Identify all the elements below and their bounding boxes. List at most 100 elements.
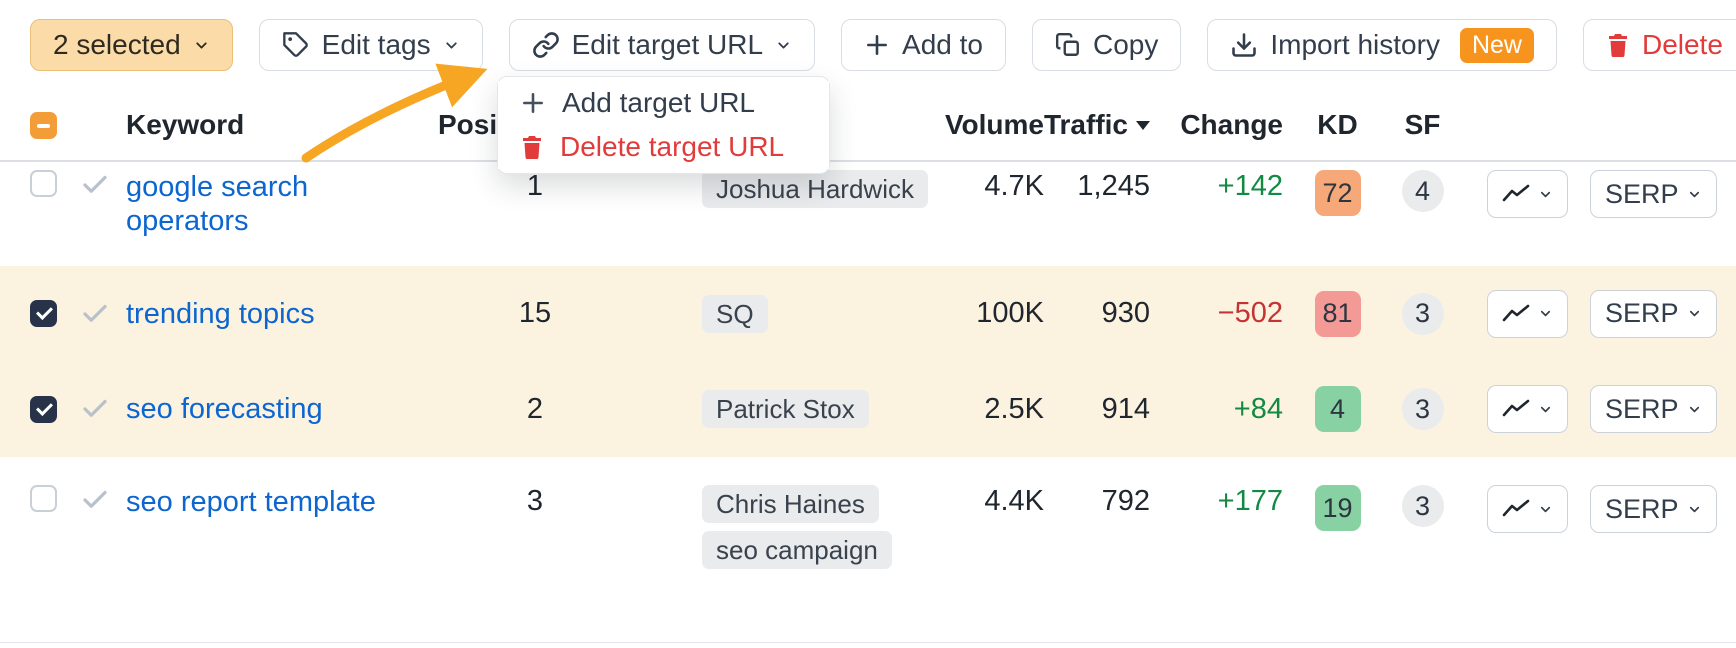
selected-count-button[interactable]: 2 selected <box>30 19 233 71</box>
tags-group: SQ <box>702 294 768 333</box>
table-header-row: Keyword Position Volume Traffic Change K… <box>0 90 1736 162</box>
serp-label: SERP <box>1605 393 1679 424</box>
check-icon <box>80 485 110 515</box>
traffic-value: 914 <box>1101 392 1150 425</box>
check-icon <box>80 170 110 200</box>
change-value: −502 <box>1217 297 1283 329</box>
position-value: 15 <box>518 297 552 329</box>
chevron-down-icon <box>1538 187 1553 202</box>
keyword-link[interactable]: trending topics <box>126 297 315 330</box>
sparkline-icon <box>1502 398 1530 420</box>
chevron-down-icon <box>1687 502 1702 517</box>
position-history-button[interactable] <box>1487 289 1568 338</box>
sparkline-icon <box>1502 498 1530 520</box>
select-all-checkbox[interactable] <box>30 111 57 139</box>
kd-column-header[interactable]: KD <box>1317 109 1358 140</box>
tag-pill: Joshua Hardwick <box>702 170 928 208</box>
row-checkbox[interactable] <box>30 170 57 197</box>
copy-button[interactable]: Copy <box>1031 19 1182 71</box>
change-value: +142 <box>1217 170 1283 202</box>
traffic-value: 792 <box>1101 485 1150 517</box>
chevron-down-icon <box>1687 187 1702 202</box>
chevron-down-icon <box>775 37 792 54</box>
chevron-down-icon <box>193 37 210 54</box>
position-value: 2 <box>526 392 544 425</box>
edit-target-url-button[interactable]: Edit target URL <box>508 19 816 71</box>
kd-badge: 4 <box>1314 386 1361 432</box>
serp-button[interactable]: SERP <box>1590 289 1717 338</box>
keywords-table: Keyword Position Volume Traffic Change K… <box>0 90 1736 643</box>
add-to-button[interactable]: Add to <box>841 19 1006 71</box>
position-value: 3 <box>526 485 544 517</box>
position-history-button[interactable] <box>1487 385 1568 433</box>
serp-button[interactable]: SERP <box>1590 385 1717 433</box>
traffic-value: 1,245 <box>1077 170 1150 202</box>
volume-column-header[interactable]: Volume <box>944 109 1044 140</box>
sparkline-icon <box>1502 303 1530 325</box>
bulk-actions-toolbar: 2 selected Edit tags Edit target URL <box>0 0 1736 90</box>
tags-group: Patrick Stox <box>702 390 869 428</box>
chevron-down-icon <box>1687 306 1702 321</box>
delete-target-url-label: Delete target URL <box>560 131 785 162</box>
copy-label: Copy <box>1092 29 1159 60</box>
import-history-button[interactable]: Import history New <box>1207 19 1557 71</box>
plus-icon <box>864 32 890 58</box>
tag-pill: Patrick Stox <box>702 390 869 428</box>
chevron-down-icon <box>1538 402 1553 417</box>
position-value: 1 <box>526 170 544 202</box>
edit-tags-label: Edit tags <box>321 29 431 60</box>
change-value: +84 <box>1233 392 1283 425</box>
sf-column-header[interactable]: SF <box>1404 109 1441 140</box>
menu-item-delete-target-url[interactable]: Delete target URL <box>498 125 829 169</box>
chevron-down-icon <box>443 37 460 54</box>
sf-badge: 3 <box>1401 485 1444 527</box>
menu-item-add-target-url[interactable]: Add target URL <box>498 81 829 125</box>
row-checkbox[interactable] <box>30 485 57 512</box>
tag-icon <box>282 31 310 59</box>
position-history-button[interactable] <box>1487 170 1568 218</box>
sf-badge: 3 <box>1401 388 1444 430</box>
table-row: seo forecasting 2 Patrick Stox 2.5K 914 … <box>0 361 1736 457</box>
traffic-column-header[interactable]: Traffic <box>1043 109 1128 140</box>
traffic-value: 930 <box>1101 297 1150 329</box>
table-row: trending topics 15 SQ 100K 930 −502 81 3 <box>0 266 1736 361</box>
volume-value: 4.7K <box>984 170 1044 202</box>
link-icon <box>532 31 560 59</box>
tag-pill: seo campaign <box>702 531 892 569</box>
chevron-down-icon <box>1538 502 1553 517</box>
row-checkbox[interactable] <box>30 395 57 423</box>
kd-badge: 19 <box>1314 485 1361 531</box>
tag-pill: Chris Haines <box>702 485 879 523</box>
keyword-column-header: Keyword <box>126 109 245 140</box>
kd-badge: 72 <box>1314 170 1361 216</box>
change-value: +177 <box>1217 485 1283 517</box>
serp-button[interactable]: SERP <box>1590 485 1717 533</box>
download-icon <box>1230 31 1258 59</box>
sf-badge: 4 <box>1401 170 1444 212</box>
keyword-link[interactable]: google search operators <box>126 171 309 237</box>
serp-label: SERP <box>1605 493 1679 524</box>
row-checkbox[interactable] <box>30 300 57 327</box>
keyword-link[interactable]: seo forecasting <box>126 393 323 425</box>
serp-button[interactable]: SERP <box>1590 170 1717 218</box>
kd-badge: 81 <box>1314 290 1361 337</box>
serp-label: SERP <box>1605 298 1679 328</box>
change-column-header[interactable]: Change <box>1180 109 1283 140</box>
check-icon <box>80 299 110 329</box>
delete-button[interactable]: Delete <box>1582 19 1736 71</box>
position-history-button[interactable] <box>1487 485 1568 533</box>
plus-icon <box>520 90 546 116</box>
add-to-label: Add to <box>902 29 983 60</box>
chevron-down-icon <box>1687 402 1702 417</box>
volume-value: 2.5K <box>984 392 1044 425</box>
add-target-url-label: Add target URL <box>562 87 755 118</box>
trash-icon <box>520 134 544 160</box>
volume-value: 100K <box>976 297 1044 329</box>
sf-badge: 3 <box>1401 292 1444 335</box>
keyword-link[interactable]: seo report template <box>126 486 376 518</box>
chevron-down-icon <box>1538 306 1553 321</box>
table-row: google search operators 1 Joshua Hardwic… <box>0 162 1736 266</box>
tags-group: Chris Haines seo campaign <box>702 485 892 569</box>
edit-tags-button[interactable]: Edit tags <box>258 19 483 71</box>
